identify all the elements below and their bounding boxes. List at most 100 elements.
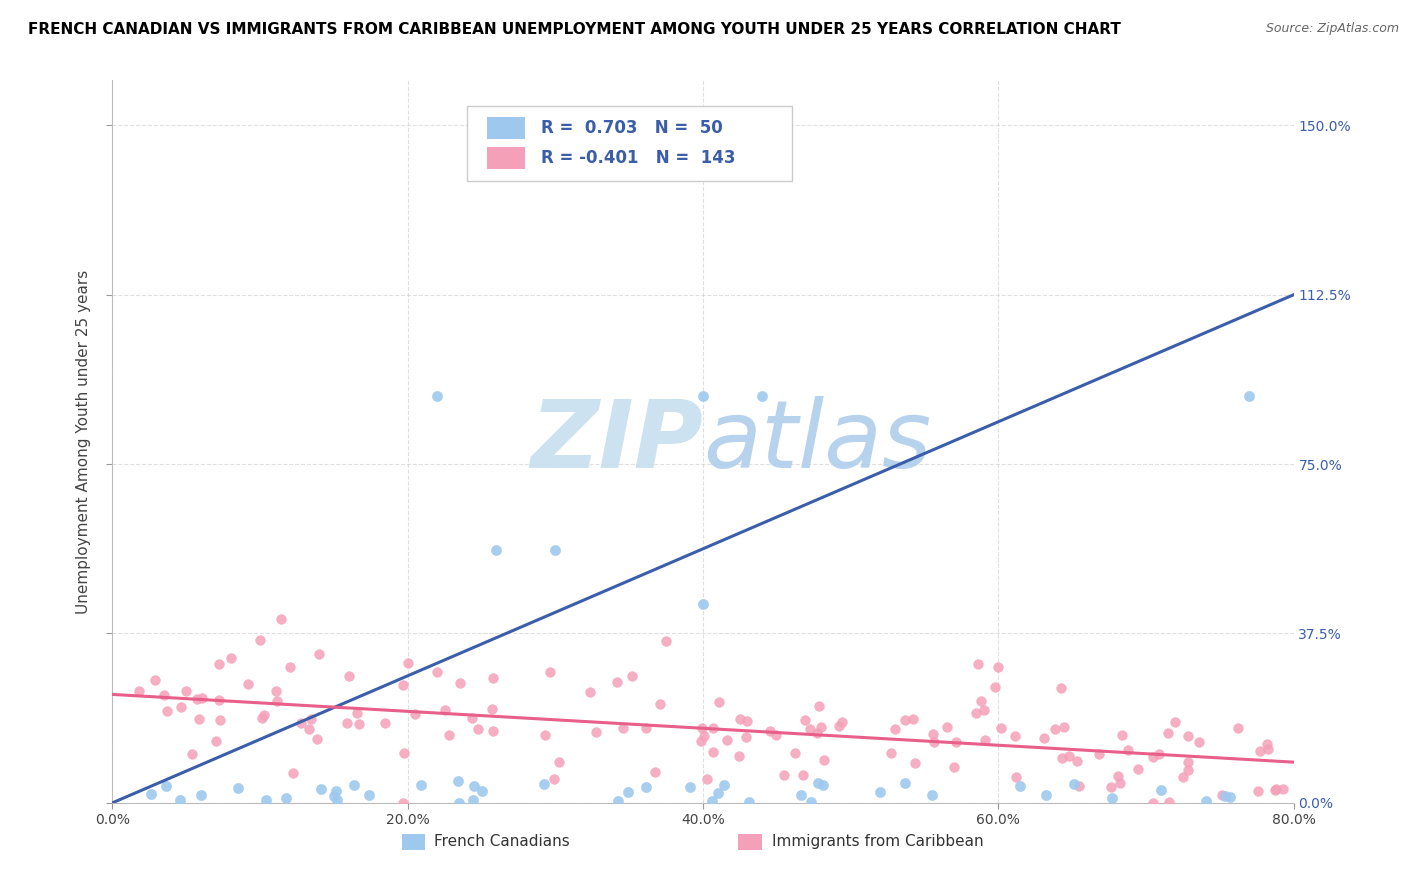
Point	[716, 733, 738, 747]
Point	[252, 707, 274, 722]
Y-axis label: Unemployment Among Youth under 25 years: Unemployment Among Youth under 25 years	[76, 269, 91, 614]
Point	[692, 389, 714, 403]
Point	[155, 779, 177, 793]
Point	[337, 669, 360, 683]
Bar	[486, 147, 524, 169]
Point	[461, 792, 484, 806]
Point	[921, 727, 943, 741]
Point	[800, 795, 823, 809]
Point	[922, 735, 945, 749]
Point	[585, 724, 607, 739]
Point	[266, 694, 288, 708]
Point	[1249, 744, 1271, 758]
Point	[538, 665, 561, 679]
Point	[1088, 747, 1111, 762]
Point	[942, 759, 965, 773]
Point	[1195, 794, 1218, 808]
Point	[143, 673, 166, 687]
Point	[433, 703, 456, 717]
Point	[1239, 389, 1261, 403]
Point	[966, 657, 988, 671]
Point	[391, 678, 413, 692]
Point	[181, 747, 204, 762]
Point	[1226, 721, 1249, 735]
Point	[266, 683, 288, 698]
Point	[156, 704, 179, 718]
Point	[278, 660, 301, 674]
Point	[1247, 784, 1270, 798]
Point	[463, 780, 485, 794]
Point	[336, 715, 359, 730]
Point	[607, 794, 630, 808]
Point	[728, 748, 751, 763]
Point	[1069, 779, 1091, 793]
Point	[1177, 729, 1199, 743]
Point	[738, 795, 761, 809]
Point	[299, 712, 322, 726]
Bar	[738, 834, 762, 850]
Point	[1164, 714, 1187, 729]
Bar	[402, 834, 426, 850]
Point	[186, 691, 208, 706]
Point	[139, 787, 162, 801]
Point	[970, 694, 993, 708]
Point	[794, 713, 817, 727]
Point	[644, 764, 666, 779]
Point	[309, 781, 332, 796]
Text: Immigrants from Caribbean: Immigrants from Caribbean	[772, 834, 983, 849]
Point	[1063, 777, 1085, 791]
Point	[987, 660, 1010, 674]
Point	[482, 671, 505, 685]
FancyBboxPatch shape	[467, 105, 792, 181]
Point	[274, 791, 297, 805]
Point	[751, 389, 773, 403]
Point	[169, 793, 191, 807]
Point	[1294, 764, 1316, 778]
Point	[973, 704, 995, 718]
Point	[730, 712, 752, 726]
Point	[254, 793, 277, 807]
Point	[807, 698, 830, 713]
Point	[533, 777, 555, 791]
Point	[1257, 742, 1279, 756]
Point	[298, 722, 321, 736]
Point	[1173, 770, 1195, 784]
Point	[548, 755, 571, 769]
Point	[690, 721, 713, 735]
Point	[543, 772, 565, 787]
Point	[219, 651, 242, 665]
Point	[347, 716, 370, 731]
Point	[810, 720, 832, 734]
Point	[990, 721, 1012, 735]
Point	[1043, 722, 1066, 736]
Point	[1142, 796, 1164, 810]
Point	[921, 789, 943, 803]
Point	[209, 714, 232, 728]
Point	[249, 633, 271, 648]
Point	[894, 714, 917, 728]
Point	[357, 788, 380, 802]
Point	[1256, 737, 1278, 751]
Point	[813, 754, 835, 768]
Point	[984, 680, 1007, 694]
Point	[1177, 763, 1199, 777]
Point	[828, 719, 851, 733]
Point	[713, 778, 735, 792]
Point	[396, 656, 419, 670]
Point	[973, 733, 995, 747]
Text: Source: ZipAtlas.com: Source: ZipAtlas.com	[1265, 22, 1399, 36]
Point	[735, 714, 758, 729]
Point	[325, 783, 347, 797]
Point	[901, 712, 924, 726]
Point	[679, 780, 702, 794]
Point	[1188, 735, 1211, 749]
Point	[170, 700, 193, 714]
Point	[765, 728, 787, 742]
Point	[945, 734, 967, 748]
Point	[481, 702, 503, 716]
Bar	[486, 117, 524, 139]
Text: French Canadians: French Canadians	[433, 834, 569, 849]
Point	[806, 726, 828, 740]
Point	[208, 693, 231, 707]
Point	[612, 721, 634, 735]
